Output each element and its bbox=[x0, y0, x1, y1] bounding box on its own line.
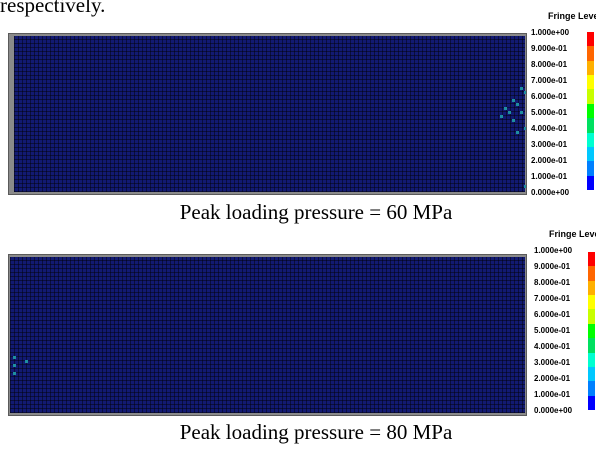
damage-element bbox=[508, 111, 511, 114]
legend-title: Fringe Levels bbox=[549, 229, 596, 239]
legend-label: 2.000e-01 bbox=[531, 156, 568, 165]
colorbar-swatch bbox=[587, 60, 594, 76]
colorbar-swatch bbox=[587, 132, 594, 147]
legend-label: 0.000e+00 bbox=[534, 406, 573, 415]
legend-label: 3.000e-01 bbox=[534, 358, 571, 367]
fringe-colorbar bbox=[587, 32, 594, 190]
colorbar-swatch bbox=[588, 309, 595, 324]
damage-element bbox=[504, 107, 507, 110]
legend-label: 2.000e-01 bbox=[534, 374, 571, 383]
colorbar-swatch bbox=[588, 280, 595, 296]
colorbar-swatch bbox=[587, 161, 594, 176]
legend-label: 6.000e-01 bbox=[534, 310, 571, 319]
legend-label: 5.000e-01 bbox=[531, 108, 568, 117]
legend-label: 7.000e-01 bbox=[531, 76, 568, 85]
legend-label: 6.000e-01 bbox=[531, 92, 568, 101]
legend-title: Fringe Levels bbox=[548, 11, 596, 21]
legend-label: 8.000e-01 bbox=[531, 60, 568, 69]
mesh-plot-frame bbox=[8, 33, 527, 195]
legend-label: 7.000e-01 bbox=[534, 294, 571, 303]
damage-element bbox=[25, 360, 28, 363]
damage-element bbox=[13, 364, 16, 367]
legend-label: 1.000e+00 bbox=[531, 28, 570, 37]
figure-caption: Peak loading pressure = 80 MPa bbox=[179, 420, 453, 444]
partial-text-line: respectively. bbox=[0, 0, 106, 17]
damage-element bbox=[512, 119, 515, 122]
legend-label: 5.000e-01 bbox=[534, 326, 571, 335]
finite-element-mesh bbox=[10, 257, 525, 413]
damage-element bbox=[524, 91, 526, 94]
mesh-plot-frame bbox=[8, 254, 527, 416]
colorbar-swatch bbox=[587, 118, 594, 133]
colorbar-swatch bbox=[588, 323, 595, 339]
colorbar-swatch bbox=[587, 89, 594, 104]
colorbar-swatch bbox=[587, 75, 594, 90]
figure-caption: Peak loading pressure = 60 MPa bbox=[179, 200, 453, 224]
damage-element bbox=[500, 115, 503, 118]
legend-label: 1.000e-01 bbox=[531, 172, 568, 181]
legend-label: 1.000e-01 bbox=[534, 390, 571, 399]
colorbar-swatch bbox=[588, 352, 595, 367]
colorbar-swatch bbox=[587, 146, 594, 162]
damage-element bbox=[524, 185, 526, 188]
damage-element bbox=[13, 356, 16, 359]
legend-label: 4.000e-01 bbox=[531, 124, 568, 133]
colorbar-swatch bbox=[587, 103, 594, 119]
fringe-colorbar bbox=[588, 252, 595, 410]
colorbar-swatch bbox=[588, 295, 595, 310]
legend-label: 8.000e-01 bbox=[534, 278, 571, 287]
fringe-plot-panel-80mpa: Fringe Levels 1.000e+00 9.000e-01 8.000e… bbox=[0, 226, 596, 450]
legend-label: 3.000e-01 bbox=[531, 140, 568, 149]
colorbar-swatch bbox=[588, 381, 595, 396]
damage-element bbox=[516, 103, 519, 106]
colorbar-swatch bbox=[588, 338, 595, 353]
legend-label: 9.000e-01 bbox=[534, 262, 571, 271]
colorbar-swatch bbox=[587, 46, 594, 61]
colorbar-swatch bbox=[587, 175, 594, 190]
colorbar-swatch bbox=[588, 252, 595, 267]
damage-element bbox=[512, 99, 515, 102]
legend-label: 9.000e-01 bbox=[531, 44, 568, 53]
damage-element bbox=[520, 111, 523, 114]
colorbar-swatch bbox=[588, 366, 595, 382]
legend-label: 0.000e+00 bbox=[531, 188, 570, 197]
legend-label: 1.000e+00 bbox=[534, 246, 573, 255]
damage-element bbox=[13, 372, 16, 375]
fringe-plot-panel-60mpa: Fringe Levels 1.000e+00 9.000e-01 8.000e… bbox=[8, 11, 596, 224]
damage-element bbox=[520, 87, 523, 90]
finite-element-mesh bbox=[14, 36, 526, 192]
colorbar-swatch bbox=[587, 32, 594, 47]
colorbar-swatch bbox=[588, 395, 595, 410]
colorbar-swatch bbox=[588, 266, 595, 281]
legend-label: 4.000e-01 bbox=[534, 342, 571, 351]
damage-element bbox=[524, 127, 526, 130]
damage-element bbox=[516, 131, 519, 134]
